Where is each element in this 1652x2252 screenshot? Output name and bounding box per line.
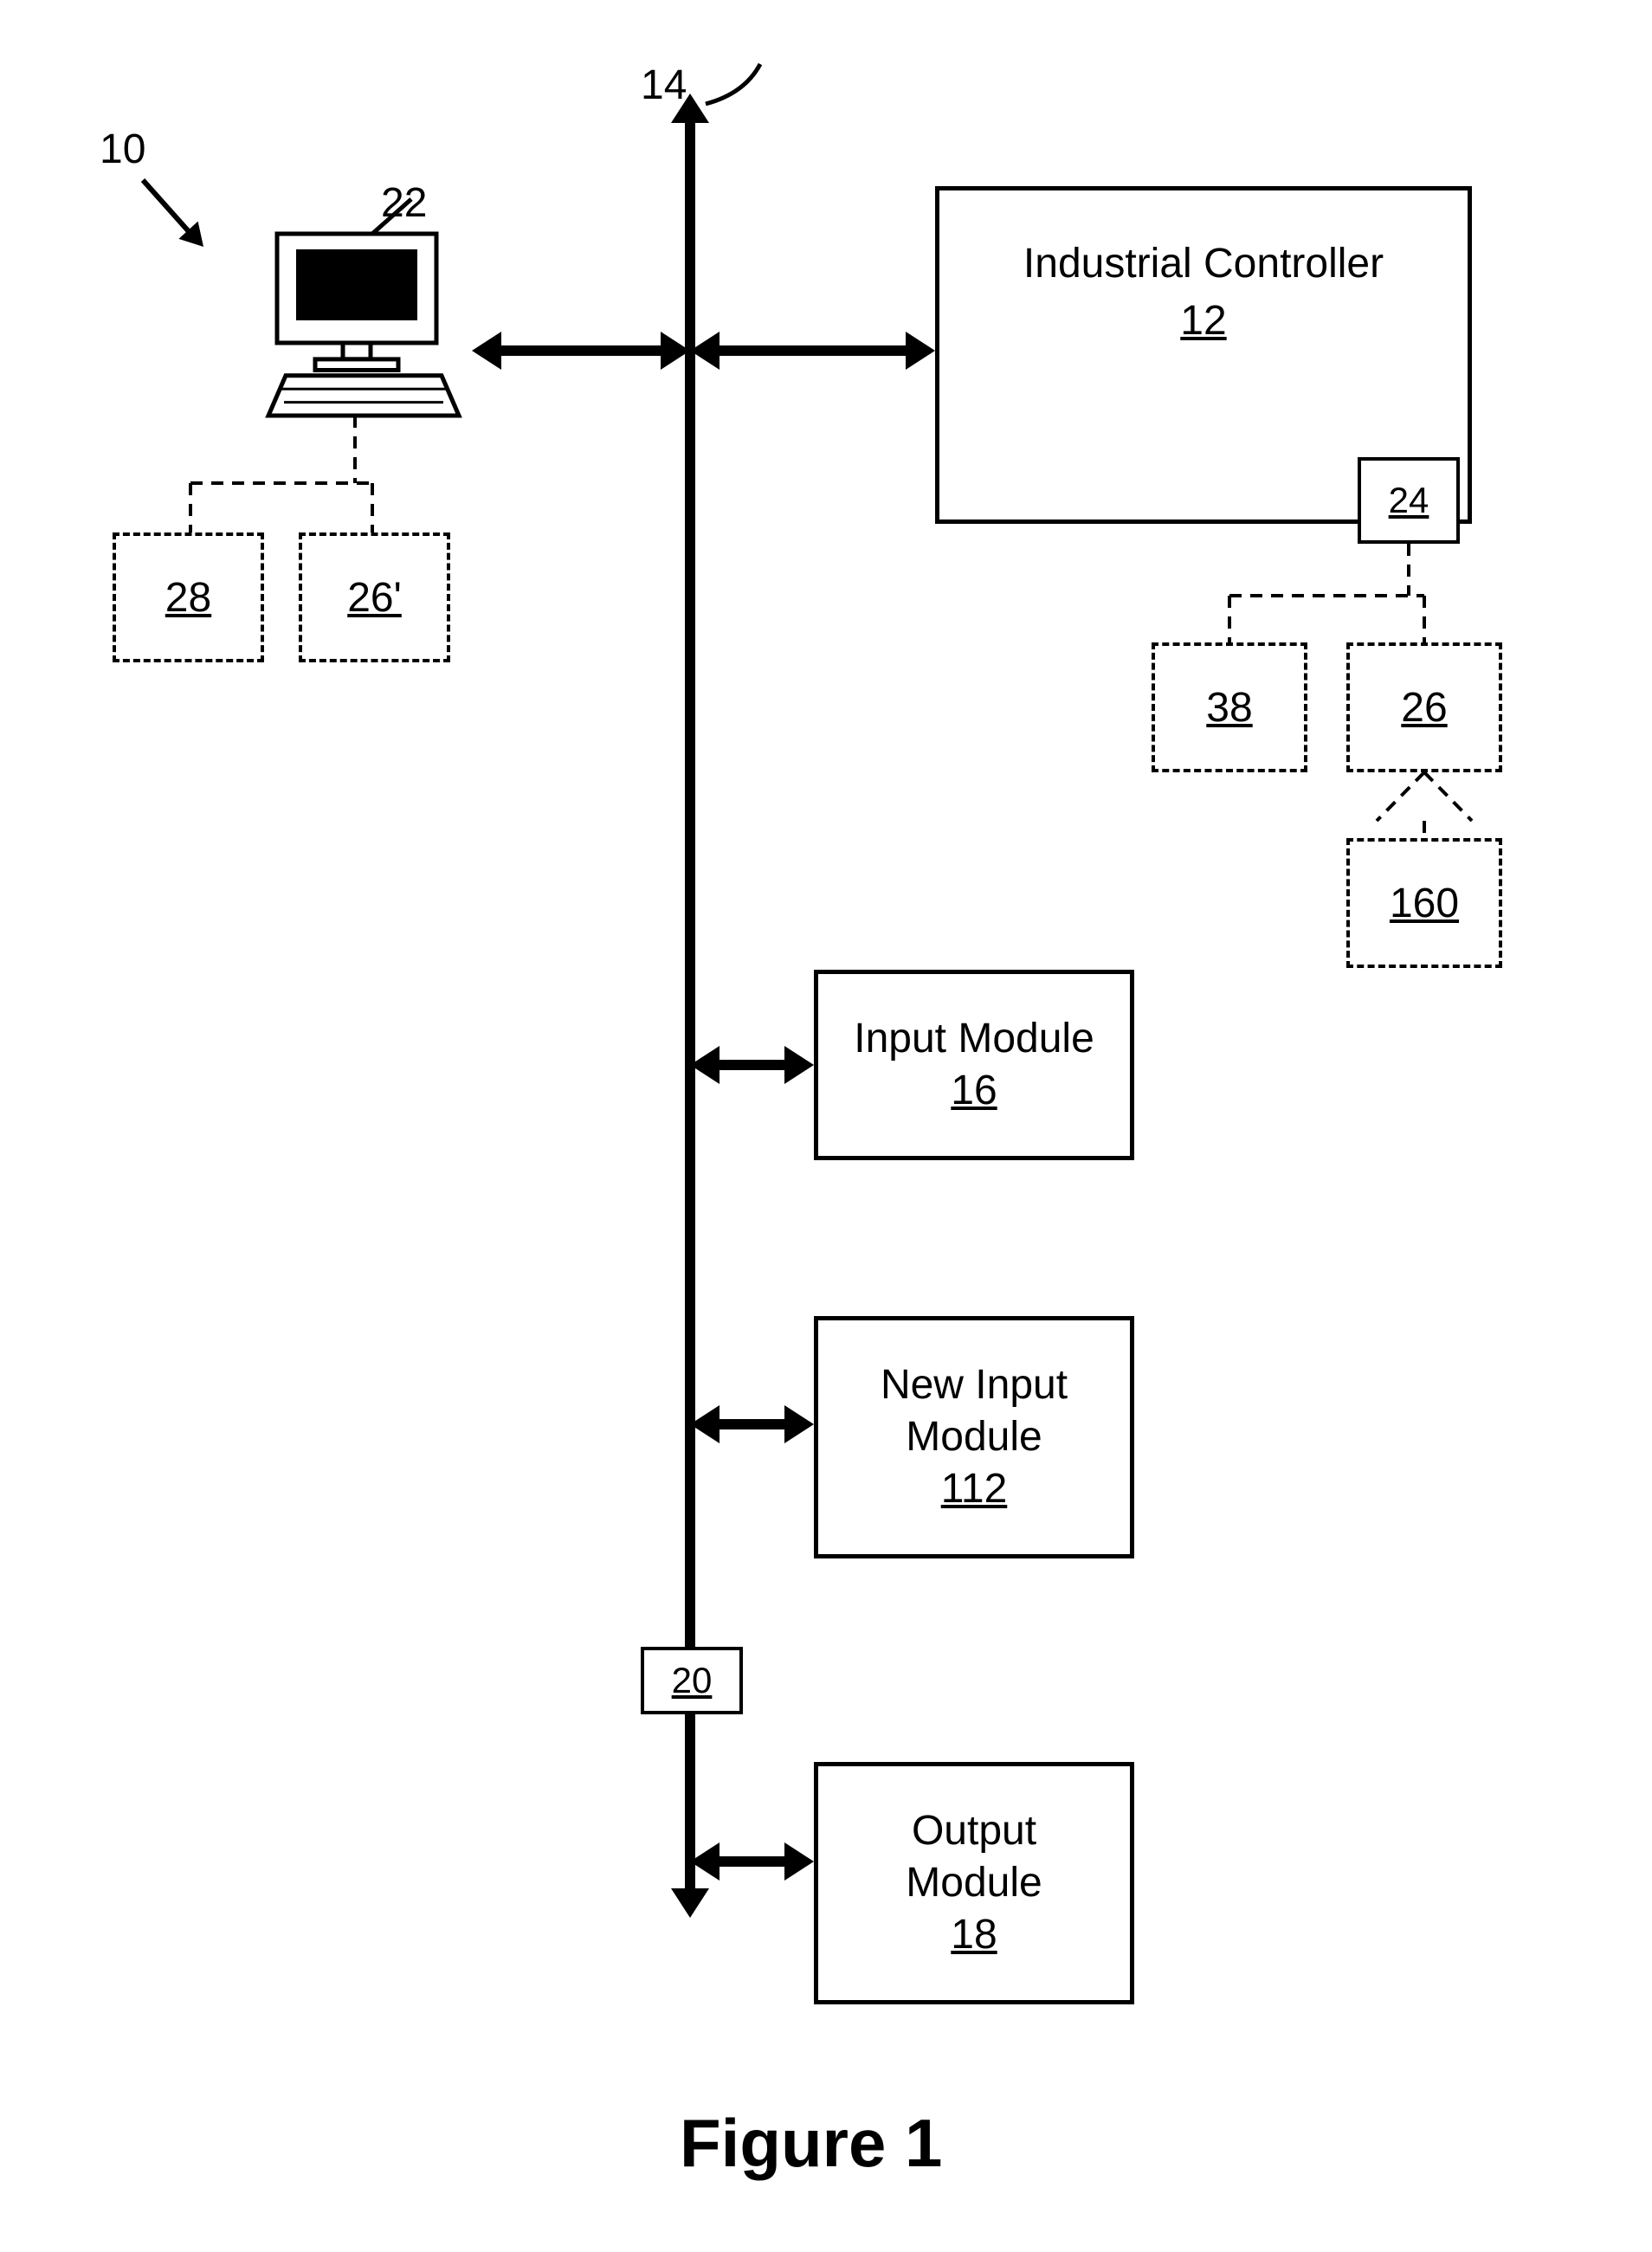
ref-22: 22 [381,179,427,227]
new-input-module-box: New Input Module 112 [814,1316,1134,1558]
output-module-l2: Module [906,1857,1042,1909]
ref-10: 10 [100,126,145,173]
box-160: 160 [1346,838,1502,968]
output-module-l1: Output [912,1805,1036,1857]
box-38: 38 [1152,642,1307,772]
output-module-ref: 18 [951,1909,997,1961]
box-38-ref: 38 [1206,684,1252,732]
ref-14: 14 [641,61,687,109]
box-26: 26 [1346,642,1502,772]
box-26-ref: 26 [1401,684,1447,732]
box-20-ref: 20 [672,1660,713,1701]
new-input-l1: New Input [881,1359,1068,1411]
input-module-title: Input Module [854,1013,1094,1065]
new-input-l2: Module [906,1411,1042,1463]
new-input-ref: 112 [941,1463,1008,1515]
box-28-ref: 28 [165,574,211,622]
box-24-ref: 24 [1389,480,1429,521]
input-module-ref: 16 [951,1065,997,1117]
box-24: 24 [1358,457,1460,544]
input-module-box: Input Module 16 [814,970,1134,1160]
industrial-controller-title: Industrial Controller [1023,238,1384,290]
bus-line [671,94,709,1918]
figure-caption: Figure 1 [680,2104,942,2183]
diagram-canvas: 10 14 22 Industrial Controller 12 24 38 … [0,0,1652,2252]
industrial-controller-ref: 12 [1180,295,1226,347]
box-26p-ref: 26' [347,574,402,622]
box-26p: 26' [299,532,450,662]
output-module-box: Output Module 18 [814,1762,1134,2004]
box-160-ref: 160 [1390,880,1459,927]
box-20: 20 [641,1647,743,1714]
computer-icon [268,234,459,416]
box-28: 28 [113,532,264,662]
